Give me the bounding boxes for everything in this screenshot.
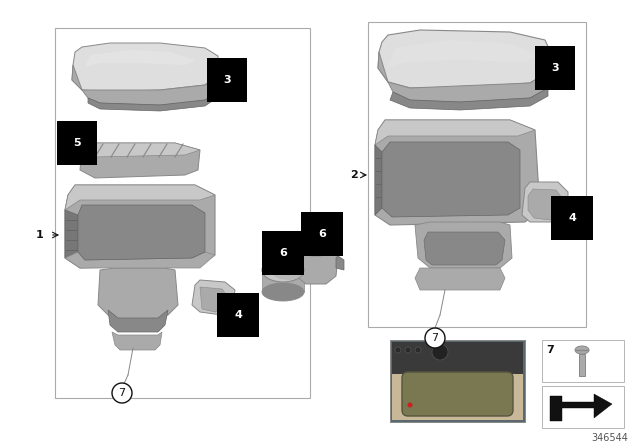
Bar: [392, 370, 523, 420]
FancyBboxPatch shape: [402, 372, 513, 416]
Circle shape: [425, 328, 445, 348]
Text: 346544: 346544: [591, 433, 628, 443]
Bar: [542, 340, 624, 382]
Ellipse shape: [262, 283, 304, 301]
Polygon shape: [80, 143, 200, 178]
Polygon shape: [112, 332, 162, 350]
Circle shape: [112, 383, 132, 403]
Bar: [579, 354, 585, 376]
Polygon shape: [72, 65, 218, 105]
Polygon shape: [108, 310, 168, 332]
Text: 7: 7: [546, 345, 554, 355]
Text: 3: 3: [223, 75, 231, 85]
Polygon shape: [336, 256, 344, 270]
Polygon shape: [522, 182, 568, 222]
Polygon shape: [65, 185, 215, 268]
Polygon shape: [262, 270, 304, 292]
Ellipse shape: [262, 258, 304, 282]
Polygon shape: [375, 120, 535, 145]
Polygon shape: [378, 52, 552, 102]
Text: 3: 3: [551, 63, 559, 73]
Polygon shape: [375, 145, 382, 215]
Polygon shape: [85, 50, 195, 67]
Polygon shape: [424, 232, 505, 265]
Polygon shape: [288, 256, 296, 270]
Polygon shape: [378, 30, 552, 88]
Polygon shape: [415, 268, 505, 290]
Polygon shape: [88, 92, 218, 111]
Circle shape: [408, 402, 413, 408]
Ellipse shape: [273, 266, 303, 280]
Polygon shape: [388, 40, 540, 68]
Polygon shape: [294, 248, 338, 284]
Circle shape: [405, 347, 411, 353]
Text: 5: 5: [73, 138, 81, 148]
Ellipse shape: [575, 346, 589, 354]
Polygon shape: [72, 43, 218, 92]
Circle shape: [395, 347, 401, 353]
Bar: [542, 386, 624, 428]
Text: 7: 7: [431, 333, 438, 343]
Polygon shape: [65, 210, 78, 258]
Polygon shape: [550, 394, 612, 421]
Polygon shape: [80, 143, 200, 157]
Bar: [390, 340, 525, 422]
Text: 2: 2: [350, 170, 358, 180]
Polygon shape: [375, 120, 540, 225]
Polygon shape: [415, 222, 512, 268]
Polygon shape: [65, 252, 215, 268]
Bar: [55, 28, 310, 398]
Polygon shape: [98, 268, 178, 320]
Ellipse shape: [296, 240, 336, 256]
Polygon shape: [78, 205, 205, 260]
Text: 6: 6: [279, 248, 287, 258]
Polygon shape: [192, 280, 235, 315]
Ellipse shape: [302, 243, 330, 253]
Polygon shape: [65, 185, 215, 210]
Text: 6: 6: [318, 229, 326, 239]
Text: 4: 4: [234, 310, 242, 320]
Text: 4: 4: [568, 213, 576, 223]
Polygon shape: [200, 287, 228, 312]
Bar: [368, 22, 586, 327]
Circle shape: [415, 347, 421, 353]
Circle shape: [432, 344, 448, 360]
Text: 7: 7: [118, 388, 125, 398]
Bar: [392, 342, 523, 374]
Text: 1: 1: [36, 230, 44, 240]
Polygon shape: [528, 189, 562, 220]
Polygon shape: [390, 88, 548, 110]
Polygon shape: [382, 142, 520, 217]
